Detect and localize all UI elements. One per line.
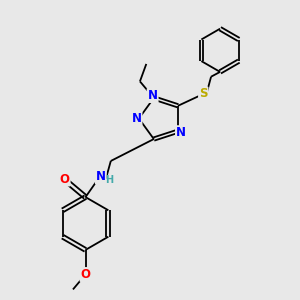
- Text: N: N: [131, 112, 142, 125]
- Text: H: H: [105, 175, 113, 185]
- Text: S: S: [199, 87, 208, 101]
- Text: O: O: [60, 172, 70, 185]
- Text: O: O: [80, 268, 91, 281]
- Text: N: N: [176, 126, 186, 139]
- Text: N: N: [96, 170, 106, 183]
- Text: N: N: [148, 89, 158, 102]
